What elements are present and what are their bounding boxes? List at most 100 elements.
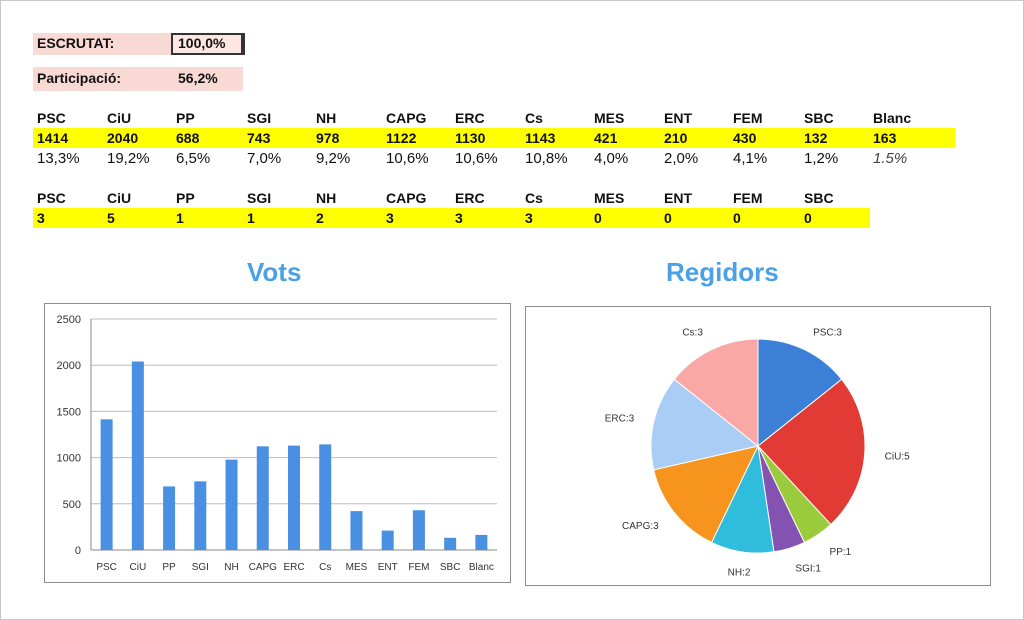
votes-count-pp: 688 [176, 130, 200, 146]
votes-percent-capg: 10,6% [386, 150, 429, 167]
seats-header-pp: PP [176, 190, 195, 206]
pie-slice-erc [650, 378, 760, 471]
seats-header-nh: NH [316, 190, 337, 206]
pie-label: ERC:3 [605, 414, 635, 425]
seats-highlight [33, 208, 870, 228]
participacio-label: Participació: [37, 70, 122, 86]
bar-mes [350, 511, 363, 550]
votes-percent-cs: 10,8% [525, 150, 568, 167]
pie-label: PSC:3 [813, 328, 842, 339]
y-tick-label: 0 [75, 545, 81, 557]
votes-chart-box[interactable]: 0 500 1000 1500 2000 2500 PSC CiU PP SGI NH CAPG ERC… [44, 303, 511, 583]
seats-header-mes: MES [594, 190, 625, 206]
votes-header-mes: MES [594, 110, 625, 126]
votes-header-psc: PSC [37, 110, 66, 126]
participacio-value: 56,2% [178, 70, 218, 86]
votes-count-ent: 210 [664, 130, 688, 146]
votes-percent-ent: 2,0% [664, 150, 699, 167]
x-tick-label: MES [346, 562, 368, 573]
votes-count-psc: 1414 [37, 130, 69, 146]
votes-header-ciu: CiU [107, 110, 132, 126]
seats-count-cs: 3 [525, 210, 533, 226]
votes-header-nh: NH [316, 110, 337, 126]
bar-pp [163, 486, 176, 550]
votes-percent-sgi: 7,0% [247, 150, 282, 167]
x-tick-label: CAPG [249, 562, 278, 573]
pie-label: CAPG:3 [622, 521, 659, 532]
seats-header-sgi: SGI [247, 190, 272, 206]
votes-bar-chart: 0 500 1000 1500 2000 2500 PSC CiU PP SGI NH CAPG ERC… [57, 314, 497, 573]
bar-sgi [194, 481, 207, 550]
votes-chart-title: Vots [247, 257, 302, 287]
seats-header-ciu: CiU [107, 190, 132, 206]
seats-chart-title: Regidors [666, 257, 779, 287]
bar-erc [288, 445, 300, 550]
votes-count-blanc: 163 [873, 130, 897, 146]
bar-psc [100, 419, 113, 550]
votes-header-pp: PP [176, 110, 195, 126]
escrutat-label-bg [33, 33, 171, 55]
votes-header-sgi: SGI [247, 110, 272, 126]
bar-cs [319, 444, 332, 550]
bar-capg [256, 446, 269, 550]
votes-count-cs: 1143 [525, 130, 556, 146]
seats-count-fem: 0 [733, 210, 741, 226]
escrutat-label: ESCRUTAT: [37, 35, 115, 51]
seats-count-ciu: 5 [107, 210, 115, 226]
seats-header-capg: CAPG [386, 190, 427, 206]
x-tick-label: Blanc [469, 562, 494, 573]
y-tick-label: 1500 [57, 406, 81, 418]
x-tick-label: Cs [319, 562, 331, 573]
votes-percent-pp: 6,5% [176, 150, 211, 167]
votes-count-highlight [33, 128, 955, 148]
x-tick-label: SBC [440, 562, 461, 573]
escrutat-value: 100,0% [178, 35, 226, 51]
seats-pie-chart: PSC:3 CiU:5 PP:1 SGI:1 NH:2 CAPG:3 ERC:3 Cs:3 [605, 328, 910, 579]
votes-count-mes: 421 [594, 130, 618, 146]
pie-label: PP:1 [830, 547, 852, 558]
seats-header-psc: PSC [37, 190, 66, 206]
votes-header-fem: FEM [733, 110, 763, 126]
votes-count-sbc: 132 [804, 130, 828, 146]
seats-count-psc: 3 [37, 210, 45, 226]
y-tick-label: 2000 [57, 360, 81, 372]
bar-ent [381, 530, 394, 550]
seats-count-sgi: 1 [247, 210, 255, 226]
votes-header-blanc: Blanc [873, 110, 912, 126]
seats-count-pp: 1 [176, 210, 184, 226]
y-tick-label: 2500 [57, 314, 81, 326]
pie-label: CiU:5 [885, 451, 910, 462]
bar-ciu [131, 361, 144, 550]
x-tick-label: PSC [96, 562, 117, 573]
seats-count-erc: 3 [455, 210, 463, 226]
pie-slice-capg [653, 445, 759, 544]
votes-percent-sbc: 1,2% [804, 150, 839, 167]
seats-count-sbc: 0 [804, 210, 812, 226]
votes-percent-psc: 13,3% [37, 150, 80, 167]
votes-header-cs: Cs [525, 110, 543, 126]
votes-percent-nh: 9,2% [316, 150, 351, 167]
seats-header-sbc: SBC [804, 190, 834, 206]
x-tick-label: FEM [408, 562, 429, 573]
pie-slice-ciu [757, 378, 866, 526]
x-tick-label: NH [224, 562, 238, 573]
seats-count-nh: 2 [316, 210, 324, 226]
x-tick-label: CiU [130, 562, 147, 573]
seats-count-capg: 3 [386, 210, 394, 226]
votes-header-capg: CAPG [386, 110, 427, 126]
votes-count-capg: 1122 [386, 130, 417, 146]
x-tick-label: ENT [378, 562, 398, 573]
seats-header-ent: ENT [664, 190, 692, 206]
bar-sbc [444, 537, 457, 550]
votes-count-erc: 1130 [455, 130, 486, 146]
x-tick-label: ERC [283, 562, 304, 573]
bar-nh [225, 459, 238, 550]
seats-chart-box[interactable]: PSC:3 CiU:5 PP:1 SGI:1 NH:2 CAPG:3 ERC:3 Cs:3 [525, 306, 991, 586]
pie-label: NH:2 [728, 568, 751, 579]
votes-count-nh: 978 [316, 130, 340, 146]
votes-header-ent: ENT [664, 110, 692, 126]
bar-blanc [475, 534, 488, 550]
escrutat-value-cell[interactable] [171, 33, 245, 55]
votes-percent-erc: 10,6% [455, 150, 498, 167]
bar-fem [412, 510, 425, 550]
